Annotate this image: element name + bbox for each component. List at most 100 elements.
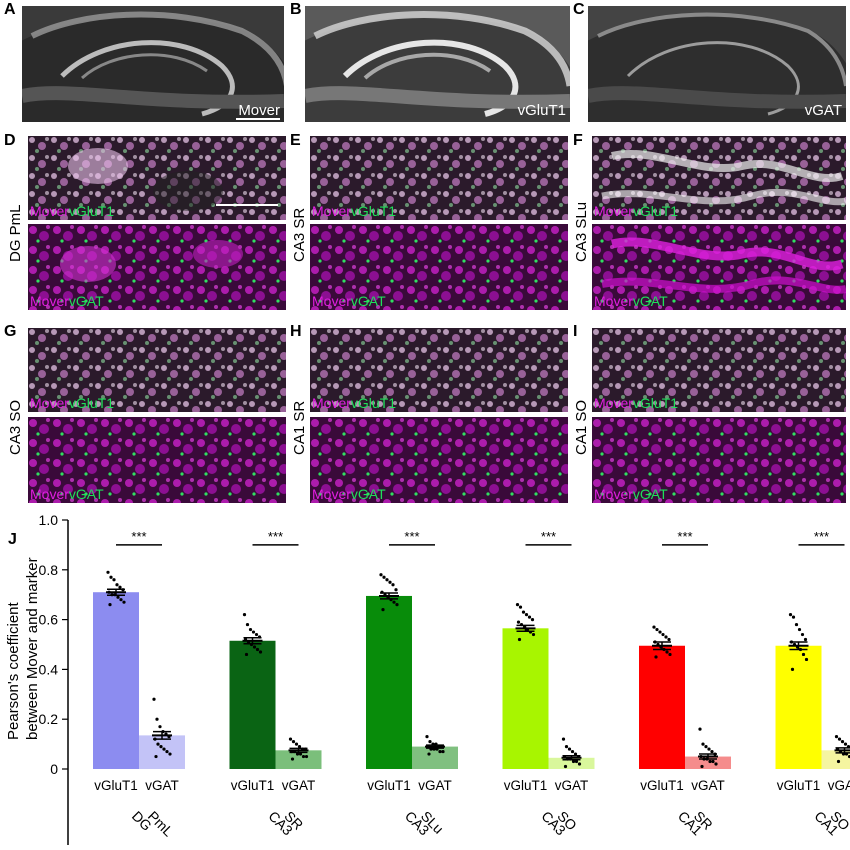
data-point	[664, 635, 668, 639]
panel-letter-f: F	[573, 132, 583, 149]
data-point	[154, 754, 158, 759]
data-point	[714, 762, 718, 766]
data-point	[427, 752, 431, 756]
data-point	[391, 583, 395, 587]
data-point	[248, 627, 253, 632]
panel-letter-e: E	[290, 132, 301, 149]
data-point	[295, 752, 300, 756]
bar-dg-pml-vglut1	[93, 592, 139, 769]
bar-label: vGluT1	[777, 778, 821, 793]
data-point	[242, 613, 247, 617]
data-point	[655, 627, 659, 632]
data-point	[837, 737, 842, 741]
tag-vgat: vGAT	[350, 486, 386, 502]
hippocampus-image-mover: Mover	[22, 6, 284, 122]
significance-label: ***	[677, 529, 692, 544]
y-tick-label: 0.4	[39, 661, 59, 677]
data-point	[527, 615, 532, 619]
significance-label: ***	[541, 529, 556, 544]
data-point	[701, 742, 705, 746]
significance-label: ***	[131, 529, 146, 544]
data-point	[843, 742, 848, 746]
data-point	[564, 744, 569, 749]
data-point	[800, 632, 805, 637]
significance-label: ***	[814, 529, 829, 544]
hippocampus-image-vgat: vGAT	[588, 6, 846, 122]
data-point	[245, 622, 250, 627]
tag-mover: Mover	[594, 293, 633, 309]
hippocampus-image-vglut1: vGluT1	[305, 6, 570, 122]
data-point	[388, 580, 392, 584]
data-point	[441, 749, 445, 754]
data-point	[304, 754, 309, 759]
micrograph-g-vglut1: MovervGluT1	[28, 328, 286, 412]
data-point	[698, 727, 702, 731]
tag-mover: Mover	[30, 293, 69, 309]
data-point	[517, 637, 522, 642]
tag-mover: Mover	[30, 486, 69, 502]
panel-letter-h: H	[290, 323, 302, 340]
tag-vgat: vGAT	[632, 293, 668, 309]
micrograph-i-vglut1: MovervGluT1	[592, 328, 846, 412]
region-label-f: CA3 SLu	[573, 201, 590, 262]
significance-label: ***	[268, 529, 283, 544]
panel-letter-i: I	[573, 323, 578, 340]
region-label-g: CA3 SO	[7, 399, 24, 455]
bar-label: vGluT1	[367, 778, 411, 793]
data-point	[116, 595, 120, 599]
data-point	[158, 725, 162, 729]
bar-label: vGAT	[828, 778, 850, 793]
bar-dg-pml-vgat	[139, 735, 185, 769]
micrograph-g-vgat: MovervGAT	[28, 417, 286, 503]
data-point	[801, 652, 806, 657]
data-point	[707, 747, 711, 751]
data-point	[118, 585, 122, 589]
data-point	[152, 697, 156, 701]
data-point	[244, 652, 249, 657]
data-point	[298, 752, 303, 756]
micrograph-d-vglut1: MovervGluT1	[28, 136, 286, 220]
data-point	[710, 749, 714, 754]
tag-mover: Mover	[312, 395, 351, 411]
micrograph-f-vglut1: MovervGluT1	[592, 136, 846, 220]
data-point	[291, 740, 296, 744]
data-point	[109, 575, 113, 579]
bar-label: vGluT1	[640, 778, 684, 793]
bar-label: vGluT1	[504, 778, 548, 793]
data-point	[159, 744, 163, 749]
bar-ca3-so-vglut1	[502, 628, 549, 769]
scale-bar	[216, 204, 278, 206]
data-point	[108, 603, 112, 607]
data-point	[531, 632, 536, 637]
data-point	[834, 735, 839, 739]
data-point	[518, 605, 523, 609]
data-point	[382, 575, 386, 579]
data-point	[667, 637, 671, 642]
region-label-d: DG PmL	[7, 204, 24, 262]
tag-mover: Mover	[594, 203, 633, 219]
micrograph-h-vglut1: MovervGluT1	[310, 328, 568, 412]
data-point	[438, 749, 442, 754]
bar-label: vGAT	[691, 778, 725, 793]
bar-label: vGAT	[418, 778, 452, 793]
data-point	[119, 598, 123, 602]
data-point	[155, 717, 159, 721]
data-point	[840, 740, 845, 744]
data-point	[847, 754, 850, 759]
data-point	[165, 749, 169, 754]
tag-vglut1: vGluT1	[350, 395, 397, 411]
panel-letter-b: B	[290, 1, 302, 18]
y-tick-label: 0.6	[39, 612, 59, 628]
overview-label-vglut1: vGluT1	[517, 102, 566, 119]
region-label: PmL	[145, 808, 177, 840]
data-point	[788, 613, 793, 617]
data-point	[258, 650, 263, 654]
data-point	[797, 627, 802, 632]
data-point	[252, 645, 257, 649]
data-point	[381, 608, 385, 612]
region-label-e: CA3 SR	[291, 207, 308, 262]
tag-mover: Mover	[594, 486, 633, 502]
tag-vglut1: vGluT1	[68, 203, 115, 219]
data-point	[711, 759, 715, 764]
data-point	[661, 632, 665, 637]
